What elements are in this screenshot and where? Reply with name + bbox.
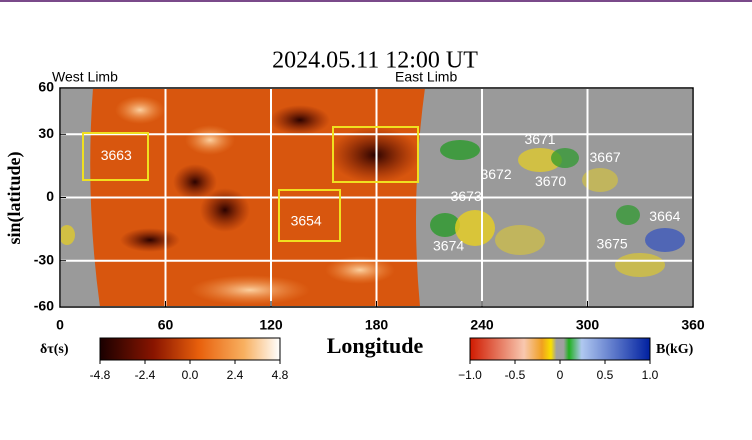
region-label: 3667 [590, 149, 621, 165]
region-box [278, 189, 341, 242]
y-axis-label: sin(latitude) [4, 151, 25, 244]
colorbar [99, 337, 281, 361]
x-tick-label: 180 [365, 317, 389, 333]
colorbar-tick-label: -0.5 [505, 368, 526, 382]
y-tick-label: -30 [34, 251, 54, 267]
annotation: East Limb [395, 69, 457, 85]
colorbar-label: B(kG) [656, 342, 694, 357]
region-label: 3674 [433, 238, 464, 254]
x-tick-label: 300 [576, 317, 600, 333]
magnetic-texture [59, 140, 685, 277]
region-box [82, 132, 149, 181]
region-label: 3663 [101, 147, 132, 163]
y-tick-label: 60 [38, 79, 54, 95]
region-label: 3673 [451, 188, 482, 204]
colorbar-tick-label: 4.8 [272, 368, 289, 382]
region-label: 3671 [524, 131, 555, 147]
y-tick-label: 0 [46, 188, 54, 204]
region-box [332, 126, 419, 183]
annotation: West Limb [52, 69, 118, 85]
region-labels: 3663 3654 3671 3672 3670 3667 3673 3674 3675 3664 [101, 131, 681, 254]
colorbar-tick-label: −1.0 [458, 368, 482, 382]
colorbar-label: δτ(s) [40, 342, 69, 357]
x-tick-label: 360 [681, 317, 705, 333]
region-label: 3664 [649, 208, 680, 224]
colorbar-tick-label: 1.0 [642, 368, 659, 382]
region-boxes [82, 126, 419, 242]
x-tick-label: 0 [56, 317, 64, 333]
x-axis-label: Longitude [327, 333, 424, 358]
colorbar-tick-label: 0.0 [182, 368, 199, 382]
colorbar-tick-label: -4.8 [90, 368, 111, 382]
tau-texture [115, 96, 420, 305]
y-tick-label: 30 [38, 125, 54, 141]
region-label: 3672 [480, 166, 511, 182]
colorbar [469, 337, 651, 361]
region-label: 3675 [597, 236, 628, 252]
x-tick-label: 120 [259, 317, 283, 333]
colorbar-tick-label: 0 [557, 368, 564, 382]
x-tick-label: 240 [470, 317, 494, 333]
region-label: 3670 [535, 173, 566, 189]
chart-title: 2024.05.11 12:00 UT [272, 48, 478, 74]
colorbar-tick-label: 2.4 [227, 368, 244, 382]
colorbar-tick-label: -2.4 [135, 368, 156, 382]
x-tick-label: 60 [158, 317, 174, 333]
y-tick-label: -60 [34, 298, 54, 314]
region-label: 3654 [291, 212, 322, 228]
colorbar-tick-label: 0.5 [597, 368, 614, 382]
